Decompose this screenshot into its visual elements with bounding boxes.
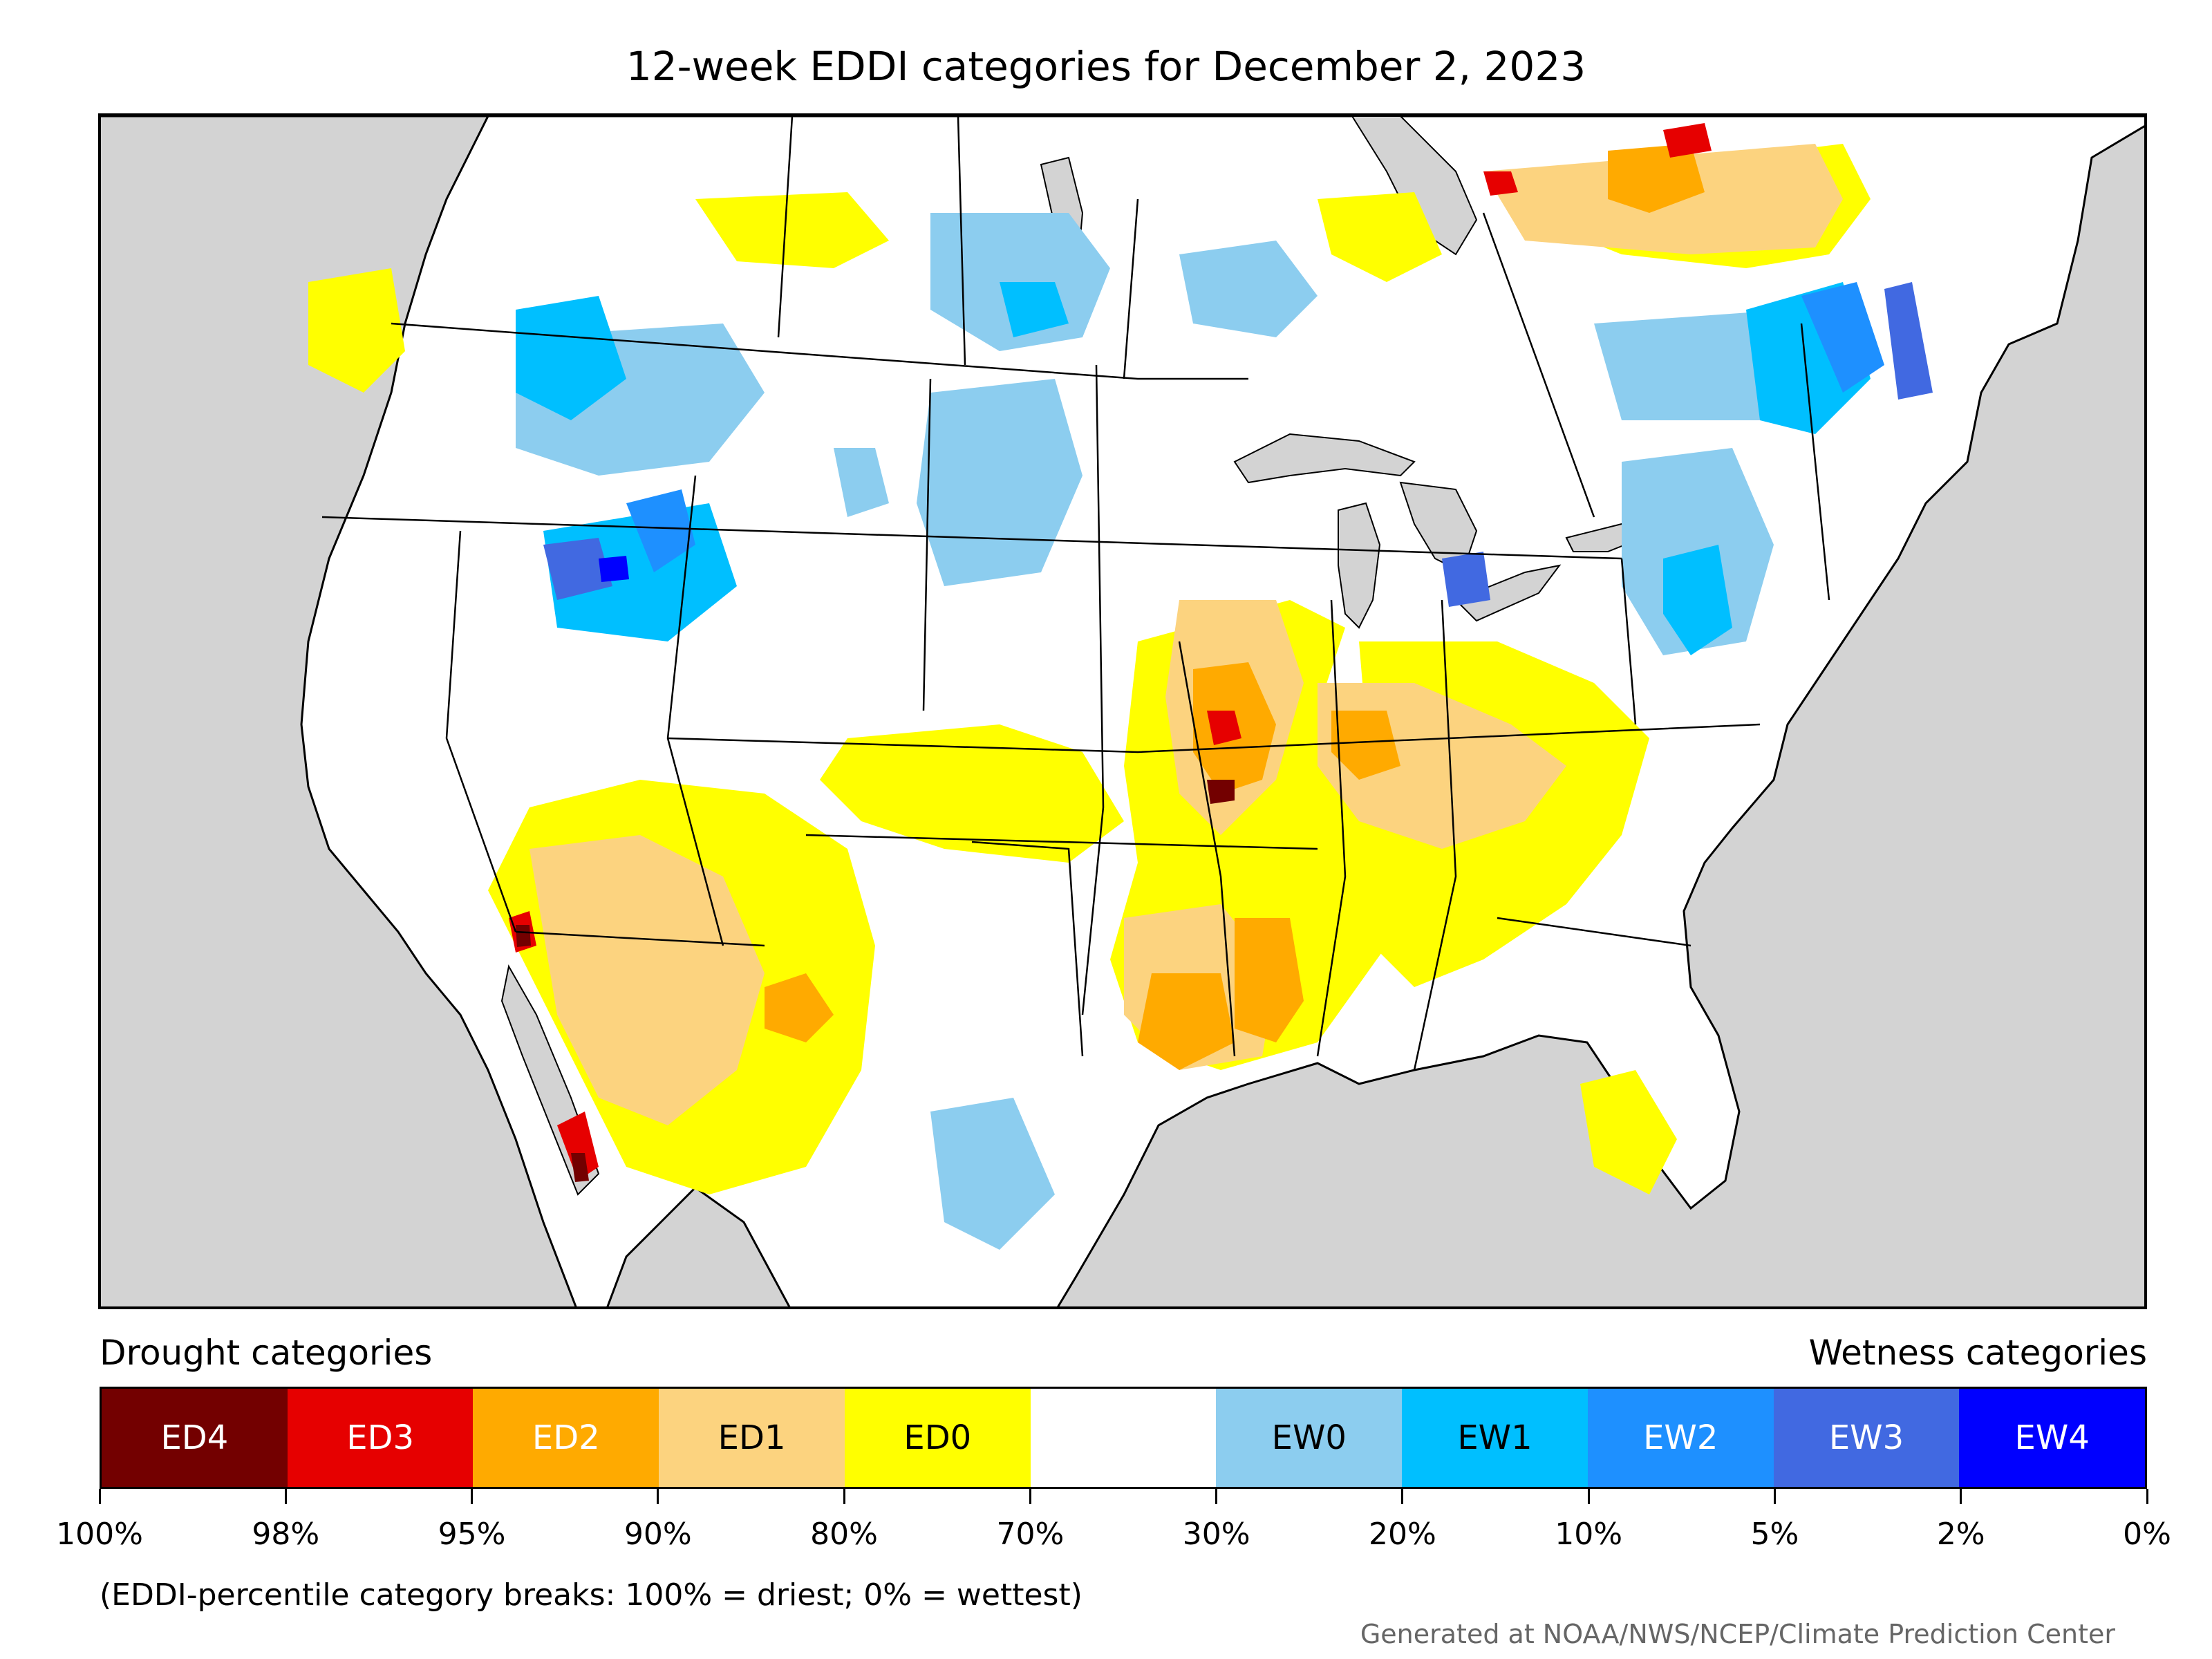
drought-categories-heading: Drought categories <box>100 1333 433 1373</box>
category-breaks-note: (EDDI-percentile category breaks: 100% =… <box>100 1577 1082 1613</box>
colorbar-tick <box>1587 1489 1590 1504</box>
wetness-categories-heading: Wetness categories <box>1808 1333 2147 1373</box>
lake-michigan <box>1338 502 1381 629</box>
colorbar-segment-ew0: EW0 <box>1216 1389 1403 1487</box>
colorbar-tick <box>657 1489 659 1504</box>
colorbar-tick <box>284 1489 287 1504</box>
colorbar-tick-label: 30% <box>1182 1517 1250 1552</box>
category-colorbar: ED4 ED3 ED2 ED1 ED0 EW0 EW1 EW2 EW3 EW4 <box>100 1387 2147 1489</box>
credit-line: Generated at NOAA/NWS/NCEP/Climate Predi… <box>1360 1619 2115 1649</box>
colorbar-segment-ed4: ED4 <box>102 1389 288 1487</box>
lake-erie <box>1454 564 1562 622</box>
colorbar-tick <box>843 1489 845 1504</box>
colorbar-tick-label: 100% <box>56 1517 143 1552</box>
colorbar-tick-label: 98% <box>252 1517 320 1552</box>
colorbar-tick-label: 2% <box>1936 1517 1985 1552</box>
eddi-map <box>101 116 2144 1306</box>
colorbar-tick <box>1029 1489 1031 1504</box>
colorbar-tick-label: 80% <box>810 1517 878 1552</box>
colorbar-tick-label: 0% <box>2123 1517 2171 1552</box>
colorbar-segment-ed3: ED3 <box>287 1389 474 1487</box>
colorbar-tick <box>1401 1489 1404 1504</box>
colorbar-tick-label: 95% <box>438 1517 506 1552</box>
colorbar-segment-ew1: EW1 <box>1402 1389 1588 1487</box>
colorbar-tick-label: 90% <box>624 1517 692 1552</box>
colorbar-segment-ew4: EW4 <box>1959 1389 2146 1487</box>
lake-superior <box>1233 433 1416 484</box>
colorbar-segment-ed0: ED0 <box>844 1389 1031 1487</box>
political-boundaries <box>321 116 1830 1071</box>
map-title: 12-week EDDI categories for December 2, … <box>626 43 1586 90</box>
colorbar-segment-ed1: ED1 <box>659 1389 845 1487</box>
colorbar-tick <box>2146 1489 2148 1504</box>
colorbar-segment-normal <box>1030 1389 1217 1487</box>
colorbar-segment-ew3: EW3 <box>1773 1389 1960 1487</box>
colorbar-tick-label: 10% <box>1555 1517 1623 1552</box>
hudson-bay-edge <box>1351 116 1478 256</box>
colorbar-tick <box>1960 1489 1962 1504</box>
eddi-category-patches <box>308 123 1933 1250</box>
colorbar-tick <box>98 1489 101 1504</box>
colorbar-tick <box>471 1489 474 1504</box>
map-panel <box>98 113 2147 1309</box>
colorbar-segment-ed2: ED2 <box>473 1389 659 1487</box>
colorbar-tick <box>1773 1489 1776 1504</box>
colorbar-tick <box>1215 1489 1218 1504</box>
colorbar-tick-label: 5% <box>1750 1517 1799 1552</box>
colorbar-tick-label: 70% <box>996 1517 1065 1552</box>
colorbar-segment-ew2: EW2 <box>1587 1389 1774 1487</box>
colorbar-tick-label: 20% <box>1369 1517 1436 1552</box>
